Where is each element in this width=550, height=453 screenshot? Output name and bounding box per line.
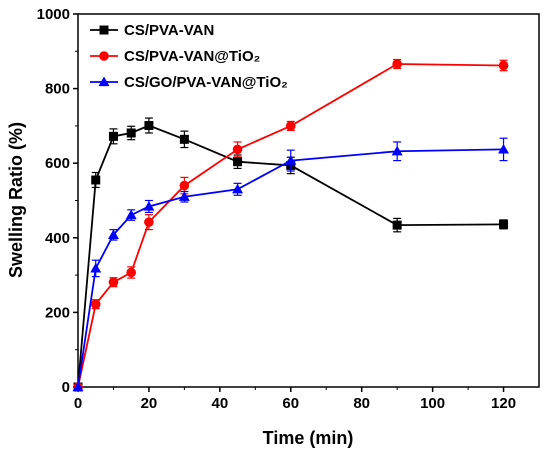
data-point (126, 267, 136, 278)
y-tick-label: 800 (45, 81, 70, 98)
legend-marker (98, 76, 110, 87)
data-point (125, 209, 137, 220)
y-tick-label: 0 (62, 379, 70, 396)
data-point (72, 381, 84, 392)
data-point (143, 200, 155, 211)
series-2 (73, 58, 509, 392)
data-point (90, 299, 101, 309)
series-line (77, 63, 504, 388)
y-tick-label: 600 (45, 155, 70, 172)
data-point (392, 59, 402, 69)
legend: CS/PVA-VAN CS/PVA-VAN@TiO₂ CS/GO/PVA-VAN@T… (90, 22, 288, 91)
legend-marker (99, 25, 109, 35)
series-layer (72, 58, 510, 392)
legend-label: CS/PVA-VAN@TiO₂ (124, 48, 260, 65)
data-point (498, 60, 509, 71)
y-tick-label: 1000 (37, 6, 70, 23)
x-tick-label: 80 (353, 395, 370, 412)
data-point (233, 157, 243, 167)
data-point (108, 131, 118, 141)
x-tick-label: 60 (282, 395, 299, 412)
x-tick-label: 20 (141, 395, 158, 412)
x-axis-title: Time (min) (263, 428, 354, 448)
data-point (179, 134, 189, 144)
data-point (144, 217, 154, 227)
x-tick-label: 40 (212, 395, 229, 412)
x-tick-label: 120 (491, 395, 516, 412)
data-point (107, 229, 119, 239)
data-point (232, 183, 244, 194)
data-point (285, 121, 296, 131)
legend-marker (99, 51, 109, 61)
y-tick-label: 200 (45, 304, 70, 321)
data-point (232, 144, 243, 155)
y-tick-label: 400 (45, 230, 70, 247)
x-tick-label: 0 (74, 395, 82, 412)
axis-ticks: 0 20 40 60 80 100 120 0 200 400 600 800 1000 (37, 6, 516, 412)
data-point (144, 121, 154, 131)
data-point (391, 145, 403, 156)
y-axis-title: Swelling Ratio (%) (6, 122, 26, 278)
series-3 (72, 137, 510, 392)
data-point (108, 277, 119, 287)
legend-label: CS/GO/PVA-VAN@TiO₂ (124, 74, 288, 91)
data-point (285, 155, 297, 165)
data-point (91, 175, 101, 185)
series-line (77, 124, 504, 388)
x-tick-label: 100 (420, 395, 445, 412)
data-point (179, 180, 190, 191)
data-point (499, 219, 509, 229)
data-point (498, 143, 510, 154)
data-point (126, 128, 136, 138)
data-point (392, 220, 402, 230)
data-point (178, 191, 190, 201)
data-point (90, 262, 102, 273)
series-line (77, 148, 504, 388)
legend-label: CS/PVA-VAN (124, 22, 214, 39)
